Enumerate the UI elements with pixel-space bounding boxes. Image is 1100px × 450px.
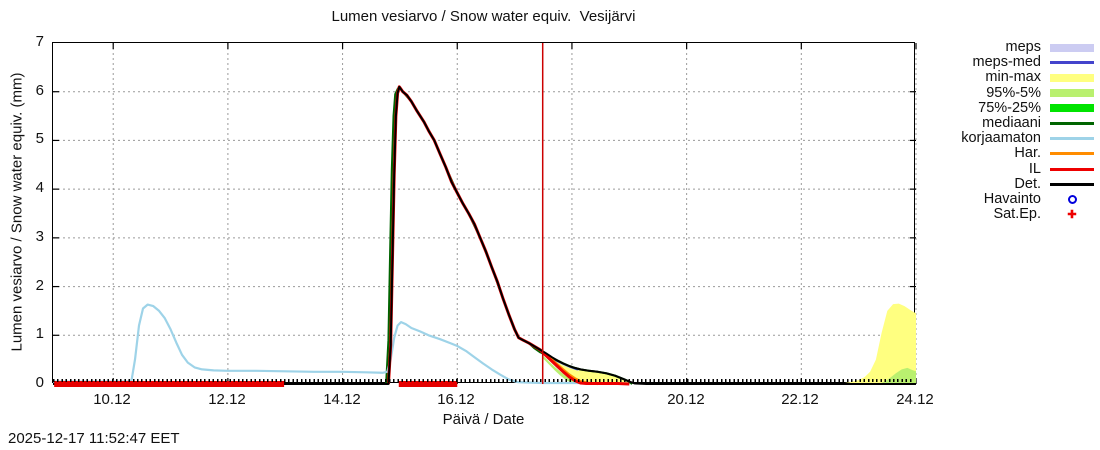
legend-item: Sat.Ep. ✚ <box>928 207 1094 222</box>
legend-swatch-il <box>1050 167 1094 171</box>
x-tick-label: 14.12 <box>323 391 361 408</box>
legend-item: korjaamaton <box>928 131 1094 146</box>
legend-item: 75%-25% <box>928 99 1094 116</box>
x-axis-minor-ticks <box>53 379 914 382</box>
legend-marker-sat-ep-icon: ✚ <box>1067 208 1077 221</box>
y-tick-label: 1 <box>35 325 44 342</box>
x-tick-label: 10.12 <box>93 391 131 408</box>
timestamp: 2025-12-17 11:52:47 EET <box>8 430 180 447</box>
chart-title: Lumen vesiarvo / Snow water equiv. Vesij… <box>331 8 636 25</box>
series-korjaamaton <box>53 303 630 385</box>
legend-label: meps-med <box>972 54 1042 71</box>
legend-swatch-95-5 <box>1050 89 1094 98</box>
legend-item: Har. <box>928 146 1094 161</box>
legend-swatch-75-25 <box>1050 104 1094 113</box>
x-axis-label: Päivä / Date <box>442 411 525 428</box>
y-tick-label: 2 <box>35 277 44 294</box>
legend-swatch-korjaamaton <box>1050 137 1094 141</box>
y-tick-label: 3 <box>35 228 44 245</box>
plot-canvas <box>53 43 917 387</box>
legend-label: mediaani <box>982 115 1041 132</box>
legend-item: Havainto <box>928 190 1094 207</box>
series-Det <box>53 85 916 385</box>
y-tick-label: 7 <box>35 33 44 50</box>
y-tick-label: 0 <box>35 374 44 391</box>
legend-item: meps-med <box>928 55 1094 70</box>
legend: meps meps-med min-max 95%-5% 75%-25% med… <box>928 40 1094 222</box>
y-tick-label: 6 <box>35 82 44 99</box>
legend-label: 75%-25% <box>978 99 1041 116</box>
legend-item: meps <box>928 40 1094 55</box>
x-tick-label: 16.12 <box>437 391 475 408</box>
legend-label: 95%-5% <box>986 84 1041 101</box>
legend-swatch-mediaani <box>1050 122 1094 126</box>
band-min-max-late <box>838 303 916 384</box>
legend-item: IL <box>928 160 1094 177</box>
legend-marker-havainto-icon <box>1050 194 1094 204</box>
legend-item: 95%-5% <box>928 84 1094 101</box>
series-mediaani <box>385 85 633 385</box>
x-tick-label: 22.12 <box>781 391 819 408</box>
legend-swatch-det <box>1050 182 1094 186</box>
legend-label: Har. <box>1014 145 1041 162</box>
legend-label: Sat.Ep. <box>993 206 1041 223</box>
legend-label: Det. <box>1014 175 1041 192</box>
y-tick-label: 5 <box>35 130 44 147</box>
legend-label: meps <box>1005 39 1041 56</box>
x-tick-label: 20.12 <box>667 391 705 408</box>
legend-swatch-har <box>1050 152 1094 156</box>
band-95-5-forecast <box>543 355 633 384</box>
legend-swatch-meps-med <box>1050 61 1094 65</box>
sat-ep-bar <box>398 381 458 387</box>
x-tick-label: 12.12 <box>208 391 246 408</box>
legend-label: IL <box>1028 160 1041 177</box>
legend-swatch-meps <box>1050 43 1094 52</box>
x-tick-label: 18.12 <box>552 391 590 408</box>
legend-label: min-max <box>985 69 1041 86</box>
legend-label: Havainto <box>983 190 1041 207</box>
y-tick-label: 4 <box>35 179 44 196</box>
legend-swatch-min-max <box>1050 73 1094 82</box>
x-tick-label: 24.12 <box>896 391 934 408</box>
legend-label: korjaamaton <box>961 130 1041 147</box>
y-axis-label: Lumen vesiarvo / Snow water equiv. (mm) <box>8 72 26 352</box>
legend-item: mediaani <box>928 116 1094 131</box>
series-IL <box>387 85 630 386</box>
legend-item: Det. <box>928 175 1094 192</box>
plot-area <box>52 42 917 387</box>
legend-item: min-max <box>928 70 1094 85</box>
sat-ep-bar <box>54 381 285 387</box>
